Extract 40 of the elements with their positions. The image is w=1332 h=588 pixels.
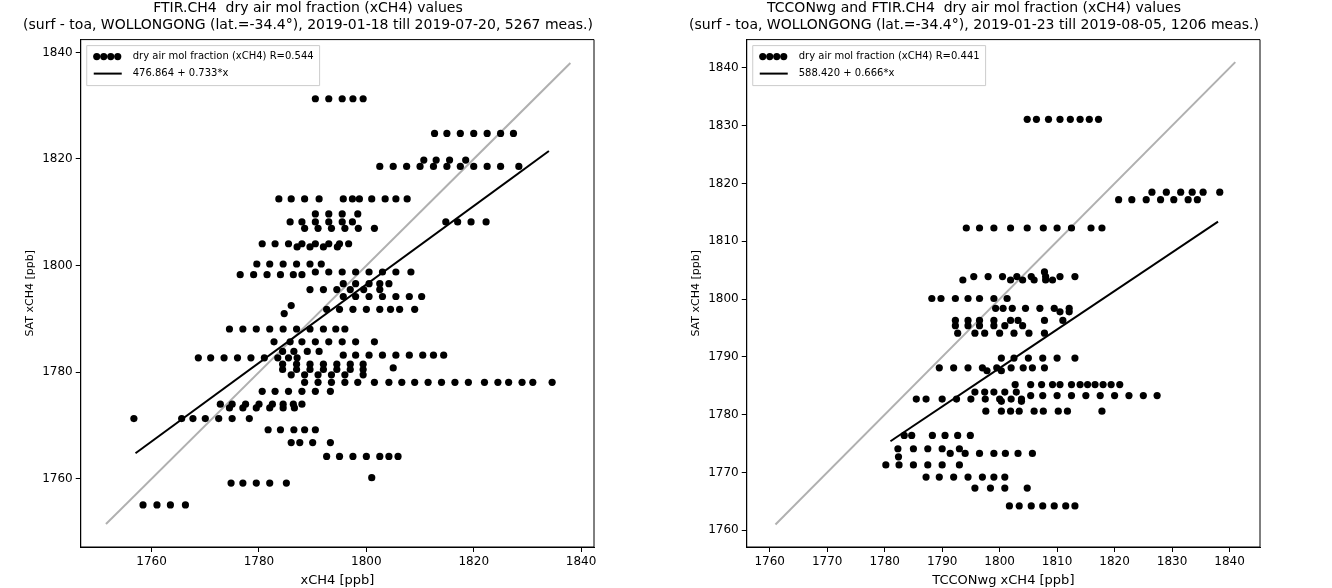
- y-tick-label: 1780: [708, 406, 739, 421]
- y-tick-label: 1840: [42, 44, 73, 59]
- y-tick-label: 1820: [708, 175, 739, 190]
- y-tick-label: 1780: [42, 364, 73, 379]
- chart-title: TCCONwg and FTIR.CH4 dry air mol fraction (xCH4) values: [766, 0, 1181, 16]
- x-tick-label: 1800: [984, 554, 1015, 569]
- x-tick-label: 1760: [136, 554, 167, 569]
- y-tick-label: 1760: [42, 470, 73, 485]
- x-tick-label: 1780: [869, 554, 900, 569]
- x-tick-label: 1820: [1099, 554, 1130, 569]
- y-tick-label: 1800: [42, 257, 73, 272]
- x-tick-label: 1820: [458, 554, 490, 569]
- x-tick-label: 1780: [243, 554, 275, 569]
- y-tick-label: 1760: [708, 522, 739, 537]
- y-tick-label: 1820: [42, 151, 73, 166]
- y-tick-label: 1800: [708, 291, 739, 306]
- x-tick-label: 1840: [565, 554, 597, 569]
- y-axis-title: SAT xCH4 [ppb]: [23, 250, 37, 337]
- x-tick-label: 1830: [1156, 554, 1188, 569]
- x-tick-label: 1760: [754, 554, 785, 569]
- chart-subtitle: (surf - toa, WOLLONGONG (lat.=-34.4°), 2019-01-18 till 2019-07-20, 5267 meas.): [23, 15, 593, 32]
- legend-label: dry air mol fraction (xCH4) R=0.441: [798, 50, 980, 62]
- y-axis-title: SAT xCH4 [ppb]: [689, 250, 703, 337]
- legend-label: dry air mol fraction (xCH4) R=0.544: [132, 50, 314, 62]
- x-axis-title: xCH4 [ppb]: [300, 571, 375, 587]
- chart-subtitle: (surf - toa, WOLLONGONG (lat.=-34.4°), 2019-01-23 till 2019-08-05, 1206 meas.): [689, 15, 1259, 32]
- y-tick-label: 1770: [708, 464, 739, 479]
- x-tick-label: 1810: [1041, 554, 1073, 569]
- y-tick-label: 1810: [708, 233, 739, 248]
- y-tick-label: 1840: [708, 60, 739, 75]
- legend-label: 476.864 + 0.733*x: [132, 67, 229, 79]
- x-tick-label: 1770: [811, 554, 843, 569]
- x-tick-label: 1840: [1214, 554, 1245, 569]
- y-tick-label: 1830: [708, 117, 739, 132]
- x-axis-title: TCCONwg xCH4 [ppb]: [931, 571, 1075, 587]
- chart-title: FTIR.CH4 dry air mol fraction (xCH4) values: [153, 0, 463, 16]
- x-tick-label: 1800: [351, 554, 382, 569]
- legend-label: 588.420 + 0.666*x: [798, 67, 895, 79]
- y-tick-label: 1790: [708, 348, 739, 363]
- x-tick-label: 1790: [926, 554, 958, 569]
